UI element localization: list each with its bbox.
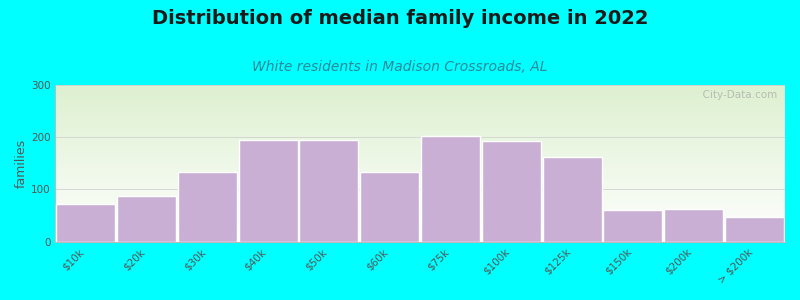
Text: City-Data.com: City-Data.com: [697, 90, 778, 100]
Bar: [56, 204, 115, 242]
Bar: [603, 210, 662, 242]
Bar: [725, 217, 784, 242]
Text: Distribution of median family income in 2022: Distribution of median family income in …: [152, 9, 648, 28]
Bar: [299, 140, 358, 242]
Text: White residents in Madison Crossroads, AL: White residents in Madison Crossroads, A…: [252, 60, 548, 74]
Bar: [482, 141, 541, 242]
Bar: [360, 172, 419, 242]
Bar: [178, 172, 237, 242]
Bar: [542, 157, 602, 242]
Y-axis label: families: families: [15, 139, 28, 188]
Bar: [238, 140, 298, 242]
Bar: [421, 136, 480, 242]
Bar: [664, 209, 723, 242]
Bar: [117, 196, 176, 242]
